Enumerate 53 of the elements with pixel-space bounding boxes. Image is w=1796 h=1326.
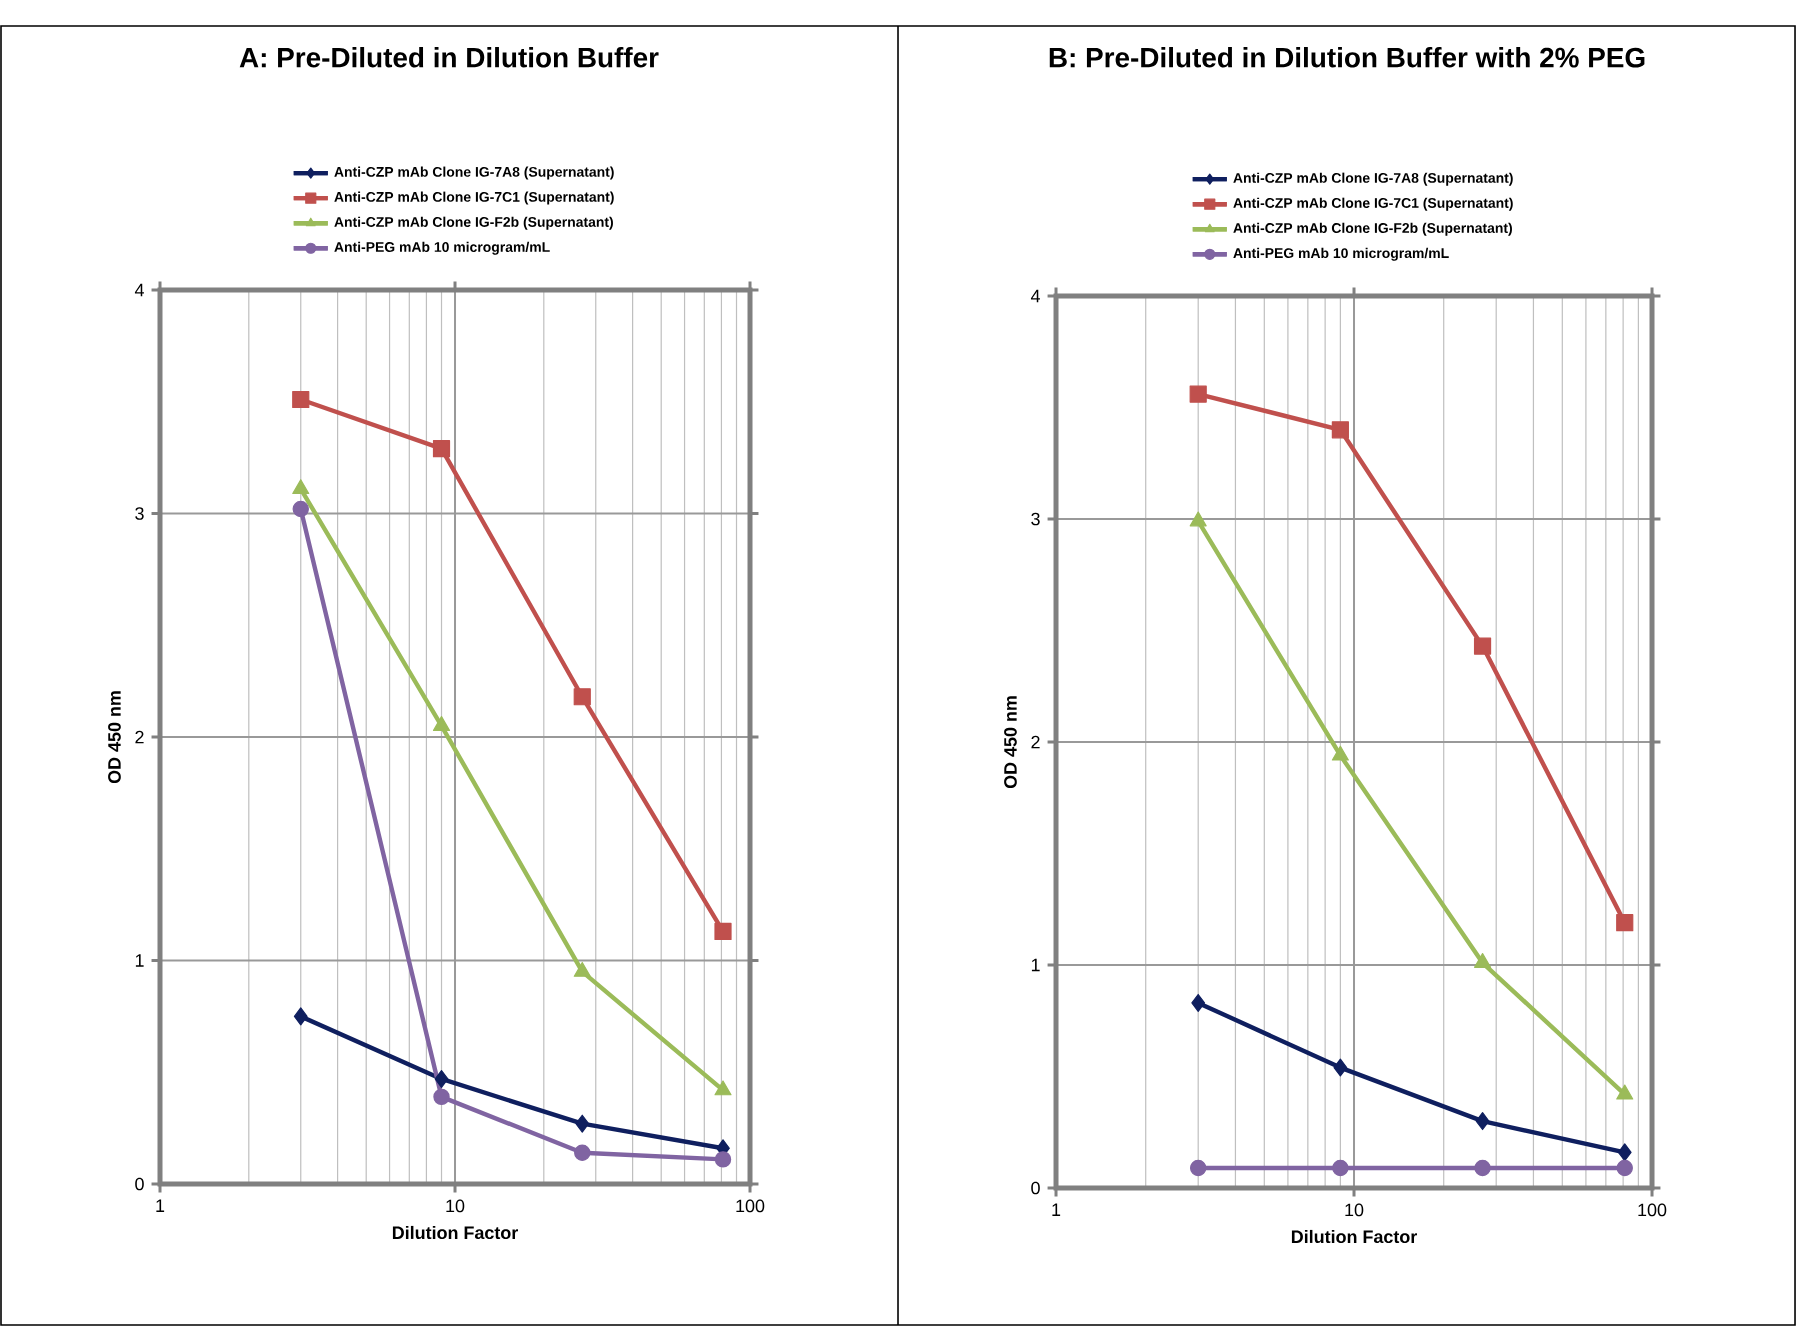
x-tick-label: 100 [736,1199,765,1213]
chart-title: A: Pre-Diluted in Dilution Buffer [239,47,659,68]
x-tick-label: 10 [446,1199,465,1213]
y-tick-label: 2 [135,730,144,744]
point [575,1114,590,1133]
y-tick-label: 4 [1030,289,1040,303]
point [1191,993,1206,1012]
point [573,961,591,977]
point [1332,1159,1349,1177]
point [432,440,451,458]
point [433,1088,450,1106]
point [434,1069,449,1088]
x-tick-label: 1 [156,1199,165,1212]
y-axis-title: OD 450 nm [1004,696,1017,789]
x-tick-label: 1 [1052,1203,1061,1216]
point [1473,952,1492,968]
point [1616,914,1634,932]
point [1616,1084,1634,1100]
x-axis-title: Dilution Factor [1291,1229,1418,1244]
point [1475,1112,1490,1131]
x-tick-label: 10 [1345,1203,1364,1217]
point [714,1151,732,1168]
y-axis-title: OD 450 nm [108,691,121,784]
point [1331,421,1349,439]
y-tick-label: 3 [1031,512,1040,526]
x-axis-title: Dilution Factor [392,1225,518,1240]
point [292,479,310,495]
y-tick-label: 2 [1031,735,1040,749]
point [573,688,591,706]
point [1474,1159,1491,1177]
point [1189,385,1207,403]
point [293,1007,308,1026]
y-tick-label: 0 [135,1177,144,1191]
y-tick-label: 0 [1031,1181,1040,1195]
y-tick-label: 3 [135,507,144,520]
x-tick-label: 100 [1638,1203,1667,1217]
y-tick-label: 4 [134,283,144,297]
point [1616,1159,1633,1177]
point [292,500,309,518]
point [1331,745,1349,761]
point [1617,1143,1632,1162]
point [574,1144,591,1161]
chart-title: B: Pre-Diluted in Dilution Buffer with 2% PEG [1049,47,1645,68]
point [714,922,732,941]
point [1189,1159,1207,1177]
y-tick-label: 1 [135,954,144,967]
point [1473,637,1492,655]
point [292,390,310,409]
point [714,1080,732,1096]
point [432,716,451,732]
point [1333,1058,1348,1077]
y-tick-label: 1 [1031,958,1040,972]
point [1189,511,1207,527]
